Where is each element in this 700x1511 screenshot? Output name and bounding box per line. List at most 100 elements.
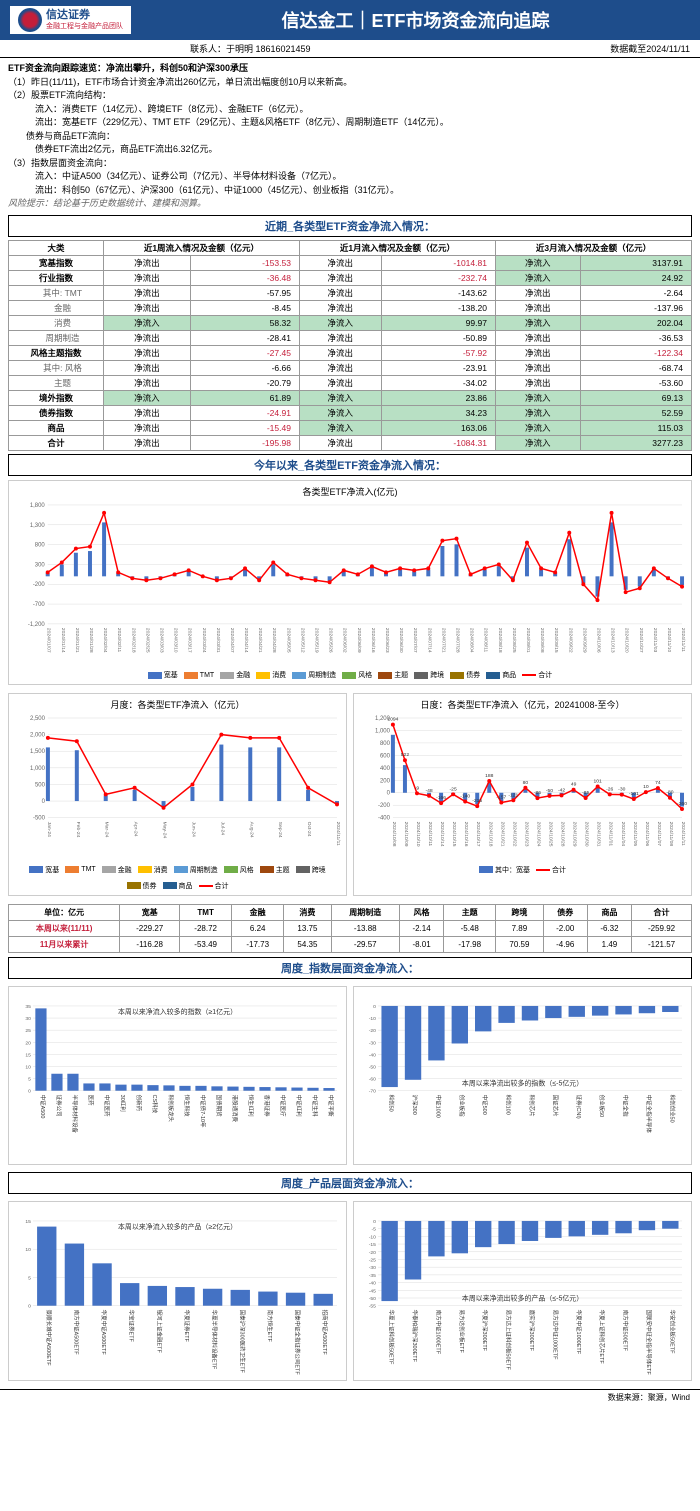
- svg-text:嘉实沪深300ETF: 嘉实沪深300ETF: [528, 1310, 536, 1352]
- svg-text:80: 80: [523, 780, 529, 786]
- svg-text:中证债7-10年: 中证债7-10年: [199, 1094, 207, 1127]
- svg-text:101: 101: [594, 778, 603, 784]
- svg-text:科创50: 科创50: [388, 1094, 396, 1111]
- risk-warning: 风险提示：结论基于历史数据统计、建模和测算。: [8, 197, 692, 211]
- svg-text:银河上证金融ETF: 银河上证金融ETF: [155, 1310, 163, 1354]
- svg-text:2024/08/25: 2024/08/25: [511, 627, 517, 652]
- svg-text:2024/03/24: 2024/03/24: [201, 627, 207, 652]
- svg-text:2024/11/07: 2024/11/07: [656, 822, 662, 847]
- ytd-chart: 各类型ETF净流入(亿元) -1,200-700-2003008001,3001…: [8, 480, 692, 686]
- svg-text:0: 0: [373, 1219, 376, 1225]
- subheader: 联系人：于明明 18616021459 数据截至2024/11/11: [0, 40, 700, 58]
- svg-text:2024/05/12: 2024/05/12: [299, 627, 305, 652]
- svg-text:-40: -40: [369, 1052, 376, 1058]
- svg-text:2024/10/23: 2024/10/23: [523, 822, 529, 847]
- svg-text:15: 15: [25, 1219, 31, 1225]
- svg-text:2024/10/09: 2024/10/09: [403, 822, 409, 847]
- svg-text:400: 400: [380, 766, 391, 772]
- overview-line: （3）指数层面资金流向：: [8, 157, 692, 171]
- svg-text:2024/07/07: 2024/07/07: [412, 627, 418, 652]
- svg-text:1,000: 1,000: [30, 766, 46, 772]
- svg-text:Jul-24: Jul-24: [219, 822, 225, 836]
- svg-text:中证生科: 中证生科: [311, 1094, 319, 1116]
- svg-text:0: 0: [387, 791, 391, 797]
- monthly-legend: 宽基TMT金融消费周期制造风格主题跨境债券商品合计: [13, 865, 342, 891]
- svg-text:科创创业50: 科创创业50: [668, 1094, 676, 1122]
- svg-text:-101: -101: [629, 791, 639, 797]
- svg-text:2024/04/07: 2024/04/07: [229, 627, 235, 652]
- svg-text:本周以来净流出较多的指数（≤-5亿元）: 本周以来净流出较多的指数（≤-5亿元）: [462, 1078, 584, 1087]
- svg-text:易方达上证科创板50ETF: 易方达上证科创板50ETF: [505, 1310, 513, 1371]
- svg-text:景顺长城中证A500ETF: 景顺长城中证A500ETF: [45, 1310, 53, 1367]
- svg-text:2024/05/26: 2024/05/26: [328, 627, 334, 652]
- svg-text:2024/11/11: 2024/11/11: [680, 627, 686, 651]
- svg-text:2024/03/31: 2024/03/31: [215, 627, 221, 652]
- svg-text:-26: -26: [606, 786, 613, 792]
- svg-text:-20: -20: [369, 1028, 376, 1034]
- svg-text:1094: 1094: [387, 717, 398, 723]
- svg-text:-30: -30: [369, 1040, 376, 1046]
- svg-text:创业板50: 创业板50: [598, 1094, 606, 1117]
- svg-text:0: 0: [28, 1304, 31, 1310]
- svg-text:188: 188: [485, 773, 494, 779]
- product-inflow-svg: 051015景顺长城中证A500ETF南方中证A500ETF华夏中证A500ET…: [13, 1206, 342, 1375]
- svg-text:2024/01/21: 2024/01/21: [74, 627, 80, 652]
- svg-text:2024/04/14: 2024/04/14: [243, 627, 249, 652]
- svg-text:2024/06/02: 2024/06/02: [342, 627, 348, 652]
- overview: ETF资金流向跟踪速览：净流出攀升，科创50和沪深300承压 （1）昨日(11/…: [8, 62, 692, 211]
- svg-text:-260: -260: [677, 801, 687, 807]
- svg-text:800: 800: [35, 542, 46, 548]
- data-date: 数据截至2024/11/11: [610, 42, 690, 55]
- svg-text:2024/06/23: 2024/06/23: [384, 627, 390, 652]
- svg-text:2024/11/05: 2024/11/05: [632, 822, 638, 847]
- svg-text:-70: -70: [369, 1088, 376, 1094]
- index-inflow-chart: 05101520253035中证A500证券公司半导体材料设备医药中证医药30红…: [8, 986, 347, 1165]
- section-weekly-product: 周度_产品层面资金净流入：: [8, 1172, 692, 1194]
- overview-line: （2）股票ETF流向结构：: [8, 89, 692, 103]
- svg-text:2024/05/05: 2024/05/05: [285, 627, 291, 652]
- daily-chart-svg: -400-20002004006008001,0001,2002024/10/0…: [358, 713, 687, 863]
- svg-text:20: 20: [25, 1040, 31, 1046]
- svg-text:2024/10/31: 2024/10/31: [596, 822, 602, 847]
- product-outflow-svg: -55-50-45-40-35-30-25-20-15-10-50华夏上证科创板…: [358, 1206, 687, 1375]
- svg-text:本周以来净流入较多的指数（≥1亿元）: 本周以来净流入较多的指数（≥1亿元）: [118, 1006, 237, 1015]
- svg-text:2024/06/30: 2024/06/30: [398, 627, 404, 652]
- svg-text:-200: -200: [378, 803, 391, 809]
- chart-title: 月度：各类型ETF净流入（亿元）: [13, 698, 342, 711]
- svg-text:南方中证500ETF: 南方中证500ETF: [622, 1310, 630, 1352]
- daily-chart: 日度：各类型ETF净流入（亿元，20241008-至今） -400-200020…: [353, 693, 692, 896]
- svg-text:国泰沪深300医药卫生ETF: 国泰沪深300医药卫生ETF: [238, 1310, 246, 1374]
- svg-text:创新药: 创新药: [135, 1094, 143, 1111]
- svg-text:华夏半导体材料设备ETF: 华夏半导体材料设备ETF: [211, 1310, 219, 1370]
- svg-text:2024/11/04: 2024/11/04: [620, 822, 626, 847]
- svg-text:-45: -45: [369, 1288, 376, 1294]
- svg-text:港股通消费: 港股通消费: [231, 1094, 239, 1122]
- svg-text:2024/10/24: 2024/10/24: [535, 822, 541, 847]
- svg-text:30红利: 30红利: [119, 1094, 127, 1111]
- svg-text:2024/01/14: 2024/01/14: [60, 627, 66, 652]
- svg-text:华夏中证1000ETF: 华夏中证1000ETF: [575, 1310, 583, 1355]
- summary-table: 单位：亿元宽基TMT金融消费周期制造风格主题跨境债券商品合计 本周以来(11/1…: [8, 904, 692, 953]
- svg-text:2024/11/08: 2024/11/08: [668, 822, 674, 847]
- svg-text:2024/08/04: 2024/08/04: [469, 627, 475, 652]
- svg-text:2024/09/08: 2024/09/08: [539, 627, 545, 652]
- svg-text:-80: -80: [666, 790, 673, 796]
- svg-text:2024/03/03: 2024/03/03: [158, 627, 164, 652]
- svg-text:-200: -200: [33, 582, 46, 588]
- svg-text:2024/04/28: 2024/04/28: [271, 627, 277, 652]
- svg-text:2,000: 2,000: [30, 733, 46, 739]
- svg-text:Sep-24: Sep-24: [277, 822, 283, 838]
- svg-text:2024/11/11: 2024/11/11: [335, 822, 341, 846]
- svg-text:本周以来净流入较多的产品（≥2亿元）: 本周以来净流入较多的产品（≥2亿元）: [118, 1222, 237, 1231]
- svg-text:-50: -50: [369, 1296, 376, 1302]
- svg-text:2024/10/16: 2024/10/16: [463, 822, 469, 847]
- svg-text:2024/11/10: 2024/11/10: [666, 627, 672, 652]
- svg-text:1,800: 1,800: [30, 502, 46, 508]
- overview-line: 债券ETF流出2亿元，商品ETF流出6.32亿元。: [8, 143, 692, 157]
- monthly-chart-svg: -50005001,0001,5002,0002,500Jan-24Feb-24…: [13, 713, 342, 863]
- svg-text:2024/10/18: 2024/10/18: [487, 822, 493, 847]
- svg-text:2024/10/13: 2024/10/13: [610, 627, 616, 652]
- svg-text:May-24: May-24: [162, 822, 168, 839]
- chart-title: 日度：各类型ETF净流入（亿元，20241008-至今）: [358, 698, 687, 711]
- index-outflow-chart: -70-60-50-40-30-20-100科创50沪深300中证1000创业板…: [353, 986, 692, 1165]
